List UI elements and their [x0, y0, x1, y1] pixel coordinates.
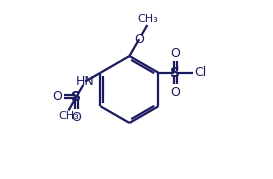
Text: S: S	[170, 66, 180, 80]
Text: CH₃: CH₃	[137, 14, 158, 24]
Text: O: O	[170, 86, 180, 99]
Text: CH₃: CH₃	[58, 112, 79, 121]
Text: O: O	[72, 111, 81, 124]
Text: O: O	[134, 33, 144, 46]
Text: S: S	[71, 90, 81, 104]
Text: Cl: Cl	[194, 66, 206, 79]
Text: O: O	[52, 90, 62, 103]
Text: HN: HN	[76, 75, 94, 88]
Text: O: O	[170, 47, 180, 60]
